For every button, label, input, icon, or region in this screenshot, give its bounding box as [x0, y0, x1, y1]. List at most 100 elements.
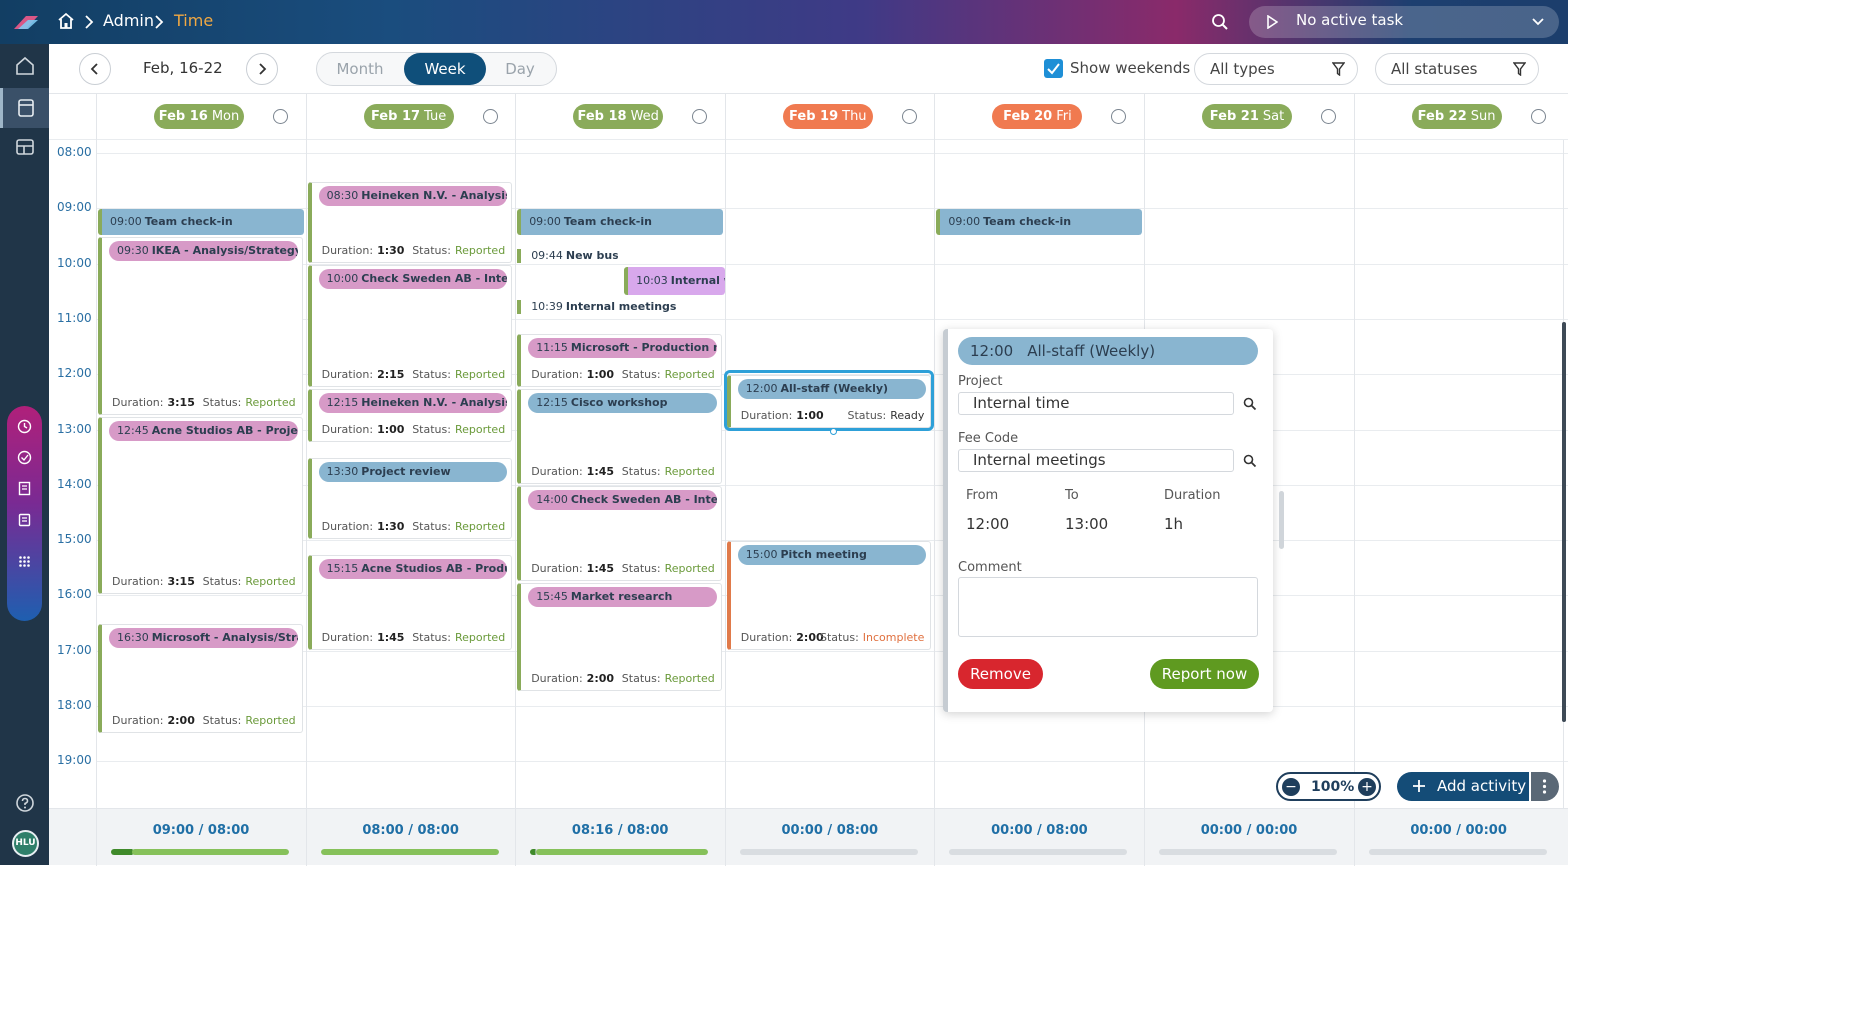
activity-card[interactable]: 15:00 Pitch meeting Duration: 2:00 Status: In…: [726, 541, 932, 650]
day-select-radio[interactable]: [482, 109, 498, 124]
panel-scrollbar[interactable]: [1279, 491, 1284, 549]
app-root: Admin Time No active task: [0, 0, 1568, 866]
report-now-button[interactable]: Report now: [1150, 659, 1259, 689]
activity-card[interactable]: 13:30 Project review Duration: 1:30 Status: R…: [307, 458, 513, 540]
day-header-pill[interactable]: Feb 22 Sun: [1411, 104, 1502, 129]
comment-textarea[interactable]: [958, 577, 1258, 637]
sidebar-help[interactable]: [8, 786, 41, 819]
quick-apps[interactable]: [14, 551, 35, 572]
search-icon[interactable]: [1211, 13, 1229, 31]
quick-report[interactable]: [14, 509, 35, 530]
zoom-out-button[interactable]: −: [1282, 778, 1300, 796]
activity-bar[interactable]: 09:00 Team check-in: [936, 209, 1142, 235]
hour-line: [96, 208, 1568, 210]
activity-card[interactable]: 15:45 Market research Duration: 2:00 Status:…: [517, 582, 722, 692]
day-total: 08:00 / 08:00: [362, 823, 459, 838]
project-input[interactable]: Internal time: [958, 392, 1234, 415]
quick-approve[interactable]: [14, 447, 35, 468]
add-activity-button[interactable]: Add activity: [1397, 772, 1529, 801]
show-weekends-checkbox[interactable]: [1044, 59, 1063, 78]
view-week-tab[interactable]: Week: [404, 53, 486, 85]
duration-value: 1:45: [377, 630, 405, 644]
status-group: Status: Reported: [412, 368, 505, 382]
duration-value[interactable]: 1h: [1164, 515, 1184, 533]
activity-bar[interactable]: 09:00 Team check-in: [98, 209, 304, 235]
sidebar-timesheet[interactable]: [0, 88, 49, 128]
type-filter-select[interactable]: All types: [1194, 53, 1358, 85]
day-header-pill[interactable]: Feb 17 Tue: [363, 104, 454, 129]
more-options-button[interactable]: [1531, 772, 1559, 801]
selected-activity-outline: [723, 370, 935, 432]
breadcrumb-separator-icon: [85, 15, 94, 29]
day-weekday: Sun: [1470, 109, 1496, 124]
fee-code-search-icon[interactable]: [1243, 454, 1257, 468]
day-header-pill[interactable]: Feb 20 Fri: [992, 104, 1083, 129]
status-label: Status:: [412, 243, 451, 257]
app-logo-icon[interactable]: [12, 13, 40, 31]
duration-value: 1:00: [796, 409, 824, 423]
day-select-radio[interactable]: [1111, 109, 1127, 124]
day-headers: Feb 16 Mon Feb 17 Tue Feb 18 Wed Feb 19 Thu Feb …: [49, 94, 1568, 140]
day-header-pill[interactable]: Feb 16 Mon: [154, 104, 244, 129]
project-search-icon[interactable]: [1243, 397, 1257, 411]
to-value[interactable]: 13:00: [1065, 515, 1109, 533]
day-header-divider: [1353, 94, 1355, 140]
day-column-divider: [934, 140, 936, 808]
sidebar-dashboard[interactable]: [8, 130, 41, 163]
day-header-pill[interactable]: Feb 21 Sat: [1202, 104, 1292, 129]
duration-label: Duration:: [740, 630, 793, 644]
day-header-pill[interactable]: Feb 19 Thu: [782, 104, 873, 129]
status-label: Status:: [412, 368, 451, 382]
quick-expense[interactable]: [14, 478, 35, 499]
day-select-radio[interactable]: [273, 109, 288, 124]
status-label: Status:: [621, 672, 661, 686]
active-task-selector[interactable]: No active task: [1249, 6, 1559, 38]
quick-clock[interactable]: [14, 416, 35, 437]
day-select-radio[interactable]: [1321, 109, 1336, 124]
remove-button[interactable]: Remove: [958, 659, 1043, 689]
activity-card[interactable]: 12:00 All-staff (Weekly) Duration: 1:00 Stat…: [726, 375, 932, 429]
from-value[interactable]: 12:00: [966, 515, 1010, 533]
activity-card[interactable]: 09:30 IKEA - Analysis/Strategy Duration: 3:…: [98, 236, 303, 415]
status-filter-select[interactable]: All statuses: [1375, 53, 1539, 85]
resize-handle[interactable]: [829, 427, 837, 435]
grid-scrollbar[interactable]: [1562, 322, 1566, 722]
day-select-radio[interactable]: [692, 109, 708, 124]
home-icon[interactable]: [57, 12, 75, 30]
show-weekends-label[interactable]: Show weekends: [1070, 59, 1191, 77]
status-value: Reported: [664, 368, 715, 382]
status-label: Status:: [621, 561, 661, 575]
day-weekday: Sat: [1262, 109, 1285, 124]
view-day-tab[interactable]: Day: [505, 60, 535, 78]
day-select-radio[interactable]: [901, 109, 917, 124]
hour-line: [96, 484, 1568, 486]
view-month-tab[interactable]: Month: [336, 60, 384, 78]
panel-title-bar: 12:00 All-staff (Weekly): [958, 337, 1258, 365]
sidebar-home[interactable]: [8, 49, 41, 82]
activity-bar[interactable]: 09:00 Team check-in: [517, 209, 723, 235]
avatar[interactable]: HLU: [12, 830, 39, 857]
activity-card[interactable]: 12:15 Cisco workshop Duration: 1:45 Status: R…: [517, 389, 722, 484]
fee-code-input[interactable]: Internal meetings: [958, 449, 1234, 472]
activity-chip[interactable]: 10:39 Internal meetings: [517, 299, 723, 314]
next-week-button[interactable]: [246, 53, 278, 85]
activity-info: Duration: 1:00 Status: Reported: [322, 423, 506, 437]
prev-week-button[interactable]: [79, 53, 111, 85]
activity-info: Duration: 1:30 Status: Reported: [322, 244, 506, 258]
day-header-pill[interactable]: Feb 18 Wed: [573, 104, 664, 129]
breadcrumb-admin[interactable]: Admin: [103, 11, 154, 30]
day-select-radio[interactable]: [1530, 109, 1546, 124]
footer-divider: [1144, 809, 1145, 866]
zoom-in-button[interactable]: +: [1358, 778, 1376, 796]
